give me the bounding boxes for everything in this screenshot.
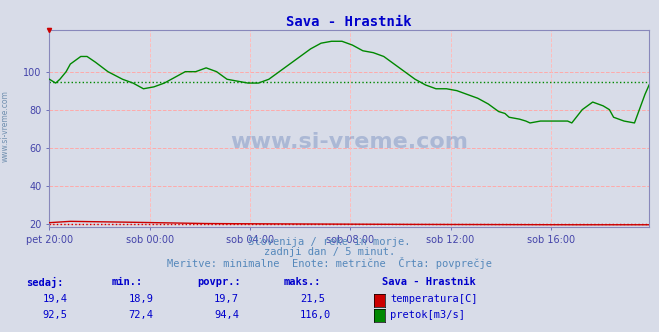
Text: povpr.:: povpr.: (198, 277, 241, 287)
Text: 19,7: 19,7 (214, 294, 239, 304)
Text: www.si-vreme.com: www.si-vreme.com (1, 90, 10, 162)
Text: 116,0: 116,0 (300, 310, 331, 320)
Text: pretok[m3/s]: pretok[m3/s] (390, 310, 465, 320)
Text: 19,4: 19,4 (43, 294, 68, 304)
Text: Sava - Hrastnik: Sava - Hrastnik (382, 277, 476, 287)
Text: Slovenija / reke in morje.: Slovenija / reke in morje. (248, 237, 411, 247)
Text: zadnji dan / 5 minut.: zadnji dan / 5 minut. (264, 247, 395, 257)
Text: sedaj:: sedaj: (26, 277, 64, 288)
Text: www.si-vreme.com: www.si-vreme.com (230, 132, 469, 152)
Text: min.:: min.: (112, 277, 143, 287)
Text: 18,9: 18,9 (129, 294, 154, 304)
Text: maks.:: maks.: (283, 277, 321, 287)
Text: 94,4: 94,4 (214, 310, 239, 320)
Text: 92,5: 92,5 (43, 310, 68, 320)
Text: 72,4: 72,4 (129, 310, 154, 320)
Text: 21,5: 21,5 (300, 294, 325, 304)
Text: Meritve: minimalne  Enote: metrične  Črta: povprečje: Meritve: minimalne Enote: metrične Črta:… (167, 257, 492, 269)
Title: Sava - Hrastnik: Sava - Hrastnik (287, 15, 412, 29)
Text: temperatura[C]: temperatura[C] (390, 294, 478, 304)
